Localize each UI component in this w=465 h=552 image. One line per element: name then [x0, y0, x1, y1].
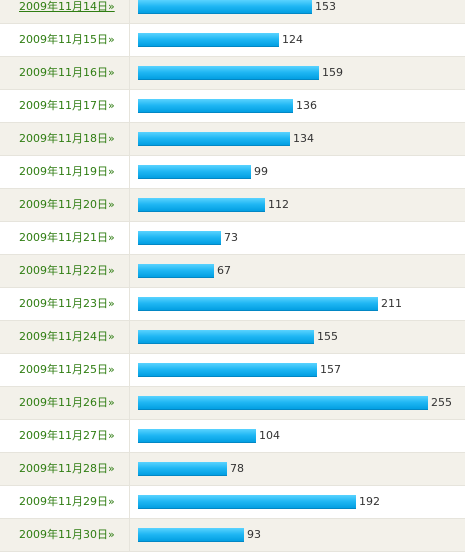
bar	[138, 330, 314, 344]
bar-value-label: 255	[431, 396, 452, 409]
bar	[138, 495, 356, 509]
chart-row: 2009年11月19日» 99	[0, 156, 465, 189]
chart-row: 2009年11月21日» 73	[0, 222, 465, 255]
bar	[138, 462, 227, 476]
bar-value-label: 78	[230, 462, 244, 475]
bar-value-label: 136	[296, 99, 317, 112]
chart-row: 2009年11月15日» 124	[0, 24, 465, 57]
chart-row: 2009年11月27日» 104	[0, 420, 465, 453]
date-link[interactable]: 2009年11月24日»	[0, 321, 130, 353]
bar-value-label: 124	[282, 33, 303, 46]
bar	[138, 429, 256, 443]
bar	[138, 363, 317, 377]
date-link[interactable]: 2009年11月27日»	[0, 420, 130, 452]
chart-row: 2009年11月28日» 78	[0, 453, 465, 486]
bar-value-label: 104	[259, 429, 280, 442]
bar-value-label: 153	[315, 0, 336, 13]
chart-row: 2009年11月20日» 112	[0, 189, 465, 222]
bar-value-label: 112	[268, 198, 289, 211]
bar	[138, 0, 312, 14]
bar	[138, 231, 221, 245]
bar-value-label: 211	[381, 297, 402, 310]
chart-row: 2009年11月25日» 157	[0, 354, 465, 387]
bar-value-label: 155	[317, 330, 338, 343]
date-link[interactable]: 2009年11月23日»	[0, 288, 130, 320]
chart-row: 2009年11月16日» 159	[0, 57, 465, 90]
bar	[138, 528, 244, 542]
date-link[interactable]: 2009年11月29日»	[0, 486, 130, 518]
bar-value-label: 192	[359, 495, 380, 508]
chart-row: 2009年11月18日» 134	[0, 123, 465, 156]
chart-row: 2009年11月14日» 153	[0, 0, 465, 24]
bar-value-label: 157	[320, 363, 341, 376]
bar	[138, 396, 428, 410]
bar-value-label: 67	[217, 264, 231, 277]
chart-row: 2009年11月22日» 67	[0, 255, 465, 288]
chart-row: 2009年11月23日» 211	[0, 288, 465, 321]
bar	[138, 66, 319, 80]
bar-value-label: 73	[224, 231, 238, 244]
date-link[interactable]: 2009年11月20日»	[0, 189, 130, 221]
bar	[138, 264, 214, 278]
bar	[138, 33, 279, 47]
chart-row: 2009年11月30日» 93	[0, 519, 465, 552]
date-link[interactable]: 2009年11月17日»	[0, 90, 130, 122]
date-link[interactable]: 2009年11月21日»	[0, 222, 130, 254]
date-link[interactable]: 2009年11月25日»	[0, 354, 130, 386]
bar	[138, 132, 290, 146]
bar-value-label: 134	[293, 132, 314, 145]
chart-row: 2009年11月17日» 136	[0, 90, 465, 123]
bar-value-label: 159	[322, 66, 343, 79]
date-link[interactable]: 2009年11月15日»	[0, 24, 130, 56]
date-link[interactable]: 2009年11月30日»	[0, 519, 130, 551]
date-link[interactable]: 2009年11月22日»	[0, 255, 130, 287]
bar	[138, 99, 293, 113]
bar	[138, 165, 251, 179]
date-link[interactable]: 2009年11月18日»	[0, 123, 130, 155]
bar	[138, 198, 265, 212]
date-link[interactable]: 2009年11月28日»	[0, 453, 130, 485]
date-link[interactable]: 2009年11月19日»	[0, 156, 130, 188]
chart-row: 2009年11月29日» 192	[0, 486, 465, 519]
bar-value-label: 93	[247, 528, 261, 541]
bar-value-label: 99	[254, 165, 268, 178]
chart-row: 2009年11月24日» 155	[0, 321, 465, 354]
chart-row: 2009年11月26日» 255	[0, 387, 465, 420]
bar	[138, 297, 378, 311]
date-link[interactable]: 2009年11月26日»	[0, 387, 130, 419]
date-link[interactable]: 2009年11月14日»	[0, 0, 130, 23]
date-link[interactable]: 2009年11月16日»	[0, 57, 130, 89]
